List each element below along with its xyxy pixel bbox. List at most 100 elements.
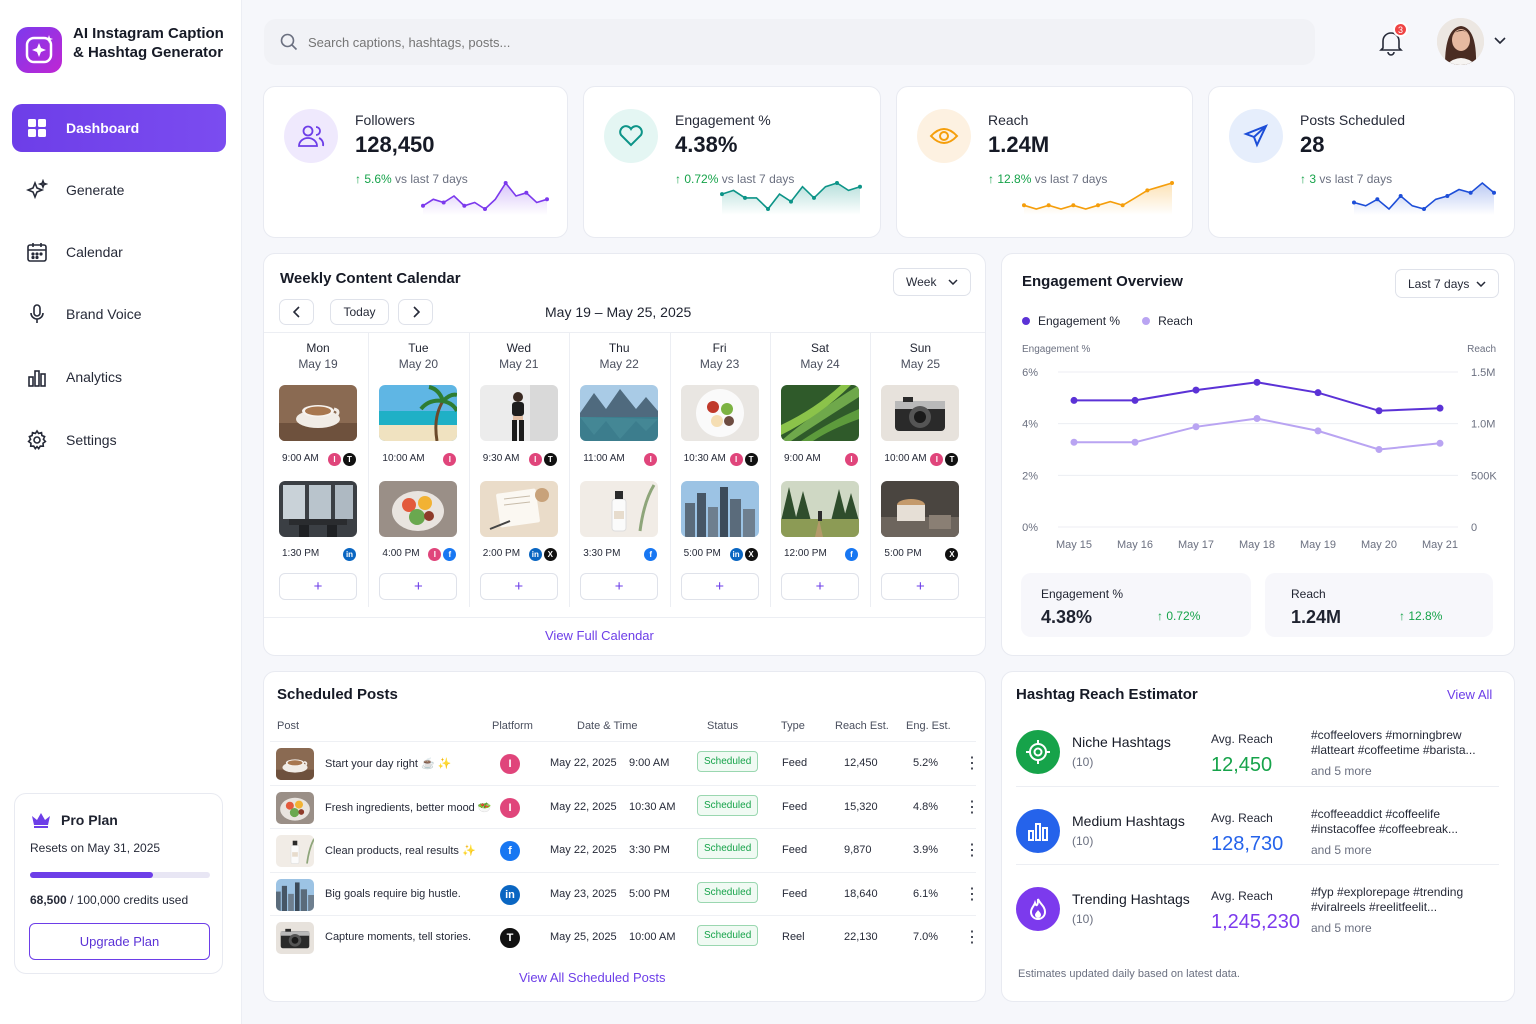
add-post-button[interactable]: + xyxy=(479,573,558,600)
engagement-estimate: 4.8% xyxy=(913,800,939,813)
sidebar-item-generate[interactable]: Generate xyxy=(12,166,226,214)
hashtag-list: #instacoffee #coffeebreak... xyxy=(1311,821,1458,836)
stat-value: 128,450 xyxy=(355,132,435,157)
table-row[interactable]: Clean products, real results ✨ f May 22, 2… xyxy=(270,828,980,872)
microphone-icon xyxy=(30,304,44,323)
post-time: 9:30 AM xyxy=(482,453,520,464)
engagement-range-select[interactable]: Last 7 days xyxy=(1395,269,1499,298)
table-row[interactable]: Fresh ingredients, better mood 🥗 I May 22,… xyxy=(270,784,980,829)
col-post: Post xyxy=(277,720,300,732)
stat-card-followers: Followers 128,450 ↑ 5.6% vs last 7 days xyxy=(263,86,568,238)
search-input[interactable] xyxy=(308,34,1208,50)
camera-image xyxy=(881,385,960,441)
y-tick-right: 0 xyxy=(1471,522,1477,534)
calendar-view-select[interactable]: Week xyxy=(893,268,971,296)
sidebar-item-settings[interactable]: Settings xyxy=(12,416,226,464)
post-thumbnail xyxy=(276,748,314,780)
calendar-post-thumbnail[interactable] xyxy=(881,481,960,537)
sidebar-item-label: Settings xyxy=(66,432,117,448)
avatar[interactable] xyxy=(1437,18,1484,65)
calendar-next-button[interactable] xyxy=(398,299,433,325)
avg-reach-label: Avg. Reach xyxy=(1211,810,1273,825)
calendar-post-thumbnail[interactable] xyxy=(279,385,357,441)
more-options-icon[interactable]: ⋮ xyxy=(964,798,980,816)
col-platform: Platform xyxy=(492,720,533,732)
sparkline-point xyxy=(812,195,816,200)
sidebar-item-dashboard[interactable]: Dashboard xyxy=(12,104,226,152)
calendar-post-thumbnail[interactable] xyxy=(379,385,458,441)
calendar-post-thumbnail[interactable] xyxy=(881,385,960,441)
upgrade-plan-button[interactable]: Upgrade Plan xyxy=(29,923,210,960)
calendar-prev-button[interactable] xyxy=(279,299,314,325)
reach-estimate: 15,320 xyxy=(844,800,878,813)
calendar-post-thumbnail[interactable] xyxy=(479,481,558,537)
scheduled-title: Scheduled Posts xyxy=(277,686,398,703)
view-all-scheduled-link[interactable]: View All Scheduled Posts xyxy=(519,970,666,985)
post-thumbnail xyxy=(276,922,314,955)
more-options-icon[interactable]: ⋮ xyxy=(964,755,980,772)
table-row[interactable]: Big goals require big hustle. in May 23, 2… xyxy=(270,871,980,916)
stat-card-engagement: Engagement % 4.38% ↑ 0.72% vs last 7 day… xyxy=(583,86,881,238)
more-options-icon[interactable]: ⋮ xyxy=(964,929,980,947)
table-row[interactable]: Start your day right ☕ ✨ I May 22, 2025 9:0… xyxy=(270,741,980,785)
crown-icon xyxy=(32,813,50,828)
sparkline-point xyxy=(441,200,446,205)
add-post-button[interactable]: + xyxy=(279,573,357,600)
calendar-post-thumbnail[interactable] xyxy=(580,385,659,441)
post-time: 1:30 PM xyxy=(282,548,320,559)
pro-plan-card: Pro Plan Resets on May 31, 2025 68,500 /… xyxy=(14,793,223,974)
calendar-post-thumbnail[interactable] xyxy=(781,481,859,537)
sparkline-point xyxy=(835,181,839,185)
hashtag-group-name: Trending Hashtags xyxy=(1072,891,1190,907)
notification-button[interactable]: 3 xyxy=(1378,22,1408,56)
hashtag-view-all-link[interactable]: View All xyxy=(1447,687,1493,702)
sparkline-point xyxy=(503,181,508,185)
chevron-down-icon[interactable] xyxy=(1494,37,1506,45)
facebook-icon: f xyxy=(644,548,658,561)
post-time: 10:00 AM xyxy=(884,453,927,464)
calendar-post-thumbnail[interactable] xyxy=(680,481,759,537)
forest-image xyxy=(781,481,859,537)
avg-reach-label: Avg. Reach xyxy=(1211,732,1273,746)
post-time: 10:00 AM xyxy=(629,931,676,944)
post-type: Feed xyxy=(782,844,808,857)
engagement-line-chart: Engagement % Reach 6% 1.5M 4% 1.0M 2% 500K 0% 0 Ma… xyxy=(1022,344,1497,551)
sparkline-point xyxy=(1071,203,1076,208)
sidebar-item-analytics[interactable]: Analytics xyxy=(12,353,226,401)
add-post-button[interactable]: + xyxy=(881,573,960,600)
hashtag-list: #fyp #explorepage #trending xyxy=(1311,885,1464,899)
calendar-post-thumbnail[interactable] xyxy=(781,385,859,441)
sidebar-item-brand-voice[interactable]: Brand Voice xyxy=(12,290,226,338)
target-icon xyxy=(1016,730,1060,774)
add-post-button[interactable]: + xyxy=(680,573,759,600)
view-full-calendar-link[interactable]: View Full Calendar xyxy=(545,628,654,643)
x-tick: May 16 xyxy=(1117,539,1153,551)
calendar-today-button[interactable]: Today xyxy=(330,299,389,325)
stat-card-reach: Reach 1.24M ↑ 12.8% vs last 7 days xyxy=(896,86,1193,238)
sidebar-item-calendar[interactable]: Calendar xyxy=(12,228,226,276)
add-post-button[interactable]: + xyxy=(781,573,859,600)
legend-engagement: Engagement % xyxy=(1038,314,1121,328)
sparkline-point xyxy=(720,192,724,197)
more-options-icon[interactable]: ⋮ xyxy=(964,842,980,860)
table-row[interactable]: Capture moments, tell stories. T May 25, 2… xyxy=(270,915,980,959)
day-date: May 24 xyxy=(800,357,840,371)
chevron-down-icon xyxy=(948,279,958,285)
calendar-post-thumbnail[interactable] xyxy=(680,385,759,441)
post-time: 2:00 PM xyxy=(482,548,521,559)
add-post-button[interactable]: + xyxy=(580,573,659,600)
add-post-button[interactable]: + xyxy=(379,573,458,600)
city-image xyxy=(276,878,314,911)
y-tick-right: 1.5M xyxy=(1471,367,1495,379)
calendar-post-thumbnail[interactable] xyxy=(379,481,458,537)
coffee-image xyxy=(279,385,357,441)
x-tick: May 21 xyxy=(1422,539,1458,551)
sidebar-item-label: Brand Voice xyxy=(66,306,142,322)
plan-name: Pro Plan xyxy=(61,812,118,828)
post-date: May 22, 2025 xyxy=(550,844,617,857)
sparkline-point xyxy=(524,190,529,195)
calendar-post-thumbnail[interactable] xyxy=(580,481,659,537)
more-options-icon[interactable]: ⋮ xyxy=(964,885,980,903)
calendar-post-thumbnail[interactable] xyxy=(279,481,357,537)
calendar-post-thumbnail[interactable] xyxy=(479,385,558,441)
